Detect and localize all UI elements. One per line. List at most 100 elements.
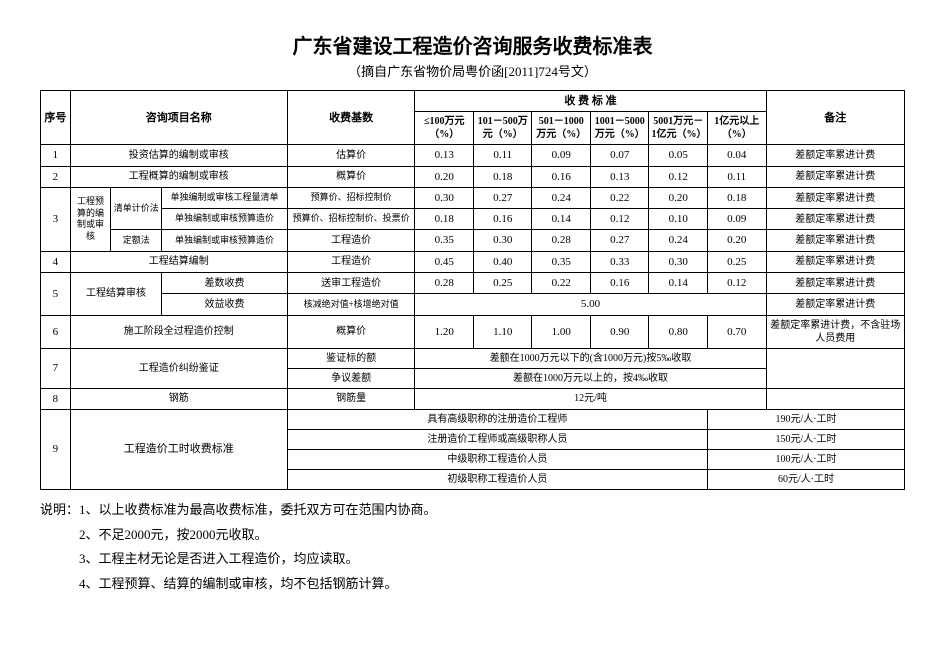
seq: 7 bbox=[41, 348, 71, 388]
note bbox=[766, 388, 904, 409]
fee: 190元/人·工时 bbox=[707, 409, 904, 429]
item-name: 施工阶段全过程造价控制 bbox=[70, 315, 287, 348]
rate: 0.30 bbox=[649, 251, 708, 272]
table-row: 1 投资估算的编制或审核 估算价 0.13 0.11 0.09 0.07 0.0… bbox=[41, 145, 905, 166]
item-name: 工程造价工时收费标准 bbox=[70, 409, 287, 489]
th-seq: 序号 bbox=[41, 91, 71, 145]
rate: 0.70 bbox=[707, 315, 766, 348]
base: 概算价 bbox=[287, 166, 415, 187]
merged-rate: 差额在1000万元以上的，按4‰收取 bbox=[415, 368, 766, 388]
note bbox=[766, 348, 904, 388]
rate: 0.30 bbox=[415, 187, 474, 208]
th-name: 咨询项目名称 bbox=[70, 91, 287, 145]
table-row: 单独编制或审核预算造价 预算价、招标控制价、投票价 0.18 0.16 0.14… bbox=[41, 209, 905, 230]
item-name-c: 单独编制或审核工程量清单 bbox=[162, 187, 288, 208]
rate: 1.20 bbox=[415, 315, 474, 348]
notes: 说明：1、以上收费标准为最高收费标准，委托双方可在范围内协商。 2、不足2000… bbox=[40, 498, 905, 597]
merged-rate: 差额在1000万元以下的(含1000万元)按5‰收取 bbox=[415, 348, 766, 368]
note: 差额定率累进计费 bbox=[766, 273, 904, 294]
note-line: 3、工程主材无论是否进入工程造价，均应读取。 bbox=[40, 547, 905, 572]
role: 具有高级职称的注册造价工程师 bbox=[287, 409, 707, 429]
merged-rate: 5.00 bbox=[415, 294, 766, 315]
note: 差额定率累进计费 bbox=[766, 230, 904, 251]
rate: 0.35 bbox=[532, 251, 591, 272]
rate: 0.24 bbox=[532, 187, 591, 208]
rate: 1.10 bbox=[473, 315, 532, 348]
rate: 0.28 bbox=[532, 230, 591, 251]
rate: 0.12 bbox=[707, 273, 766, 294]
table-row: 6 施工阶段全过程造价控制 概算价 1.20 1.10 1.00 0.90 0.… bbox=[41, 315, 905, 348]
table-row: 2 工程概算的编制或审核 概算价 0.20 0.18 0.16 0.13 0.1… bbox=[41, 166, 905, 187]
rate: 0.28 bbox=[415, 273, 474, 294]
seq: 4 bbox=[41, 251, 71, 272]
item-name-b: 定额法 bbox=[111, 230, 162, 251]
base: 核减绝对值+核增绝对值 bbox=[287, 294, 415, 315]
rate: 0.07 bbox=[590, 145, 649, 166]
role: 初级职称工程造价人员 bbox=[287, 469, 707, 489]
item-name: 工程结算审核 bbox=[70, 273, 161, 316]
rate: 0.24 bbox=[649, 230, 708, 251]
fee: 100元/人·工时 bbox=[707, 449, 904, 469]
th-note: 备注 bbox=[766, 91, 904, 145]
rate: 0.30 bbox=[473, 230, 532, 251]
seq: 6 bbox=[41, 315, 71, 348]
base: 预算价、招标控制价、投票价 bbox=[287, 209, 415, 230]
note: 差额定率累进计费 bbox=[766, 251, 904, 272]
rate: 0.80 bbox=[649, 315, 708, 348]
base: 预算价、招标控制价 bbox=[287, 187, 415, 208]
base: 概算价 bbox=[287, 315, 415, 348]
rate: 0.27 bbox=[473, 187, 532, 208]
seq: 2 bbox=[41, 166, 71, 187]
rate: 0.13 bbox=[415, 145, 474, 166]
base: 争议差额 bbox=[287, 368, 415, 388]
fee-table: 序号 咨询项目名称 收费基数 收 费 标 准 备注 ≤100万元（%） 101－… bbox=[40, 90, 905, 490]
th-rate-0: ≤100万元（%） bbox=[415, 112, 474, 145]
base: 鉴证标的额 bbox=[287, 348, 415, 368]
note: 差额定率累进计费 bbox=[766, 209, 904, 230]
rate: 1.00 bbox=[532, 315, 591, 348]
th-rate-2: 501－1000万元（%） bbox=[532, 112, 591, 145]
base: 工程造价 bbox=[287, 251, 415, 272]
note: 差额定率累进计费 bbox=[766, 145, 904, 166]
th-rate-group: 收 费 标 准 bbox=[415, 91, 766, 112]
th-rate-3: 1001－5000万元（%） bbox=[590, 112, 649, 145]
rate: 0.18 bbox=[415, 209, 474, 230]
rate: 0.20 bbox=[415, 166, 474, 187]
doc-title: 广东省建设工程造价咨询服务收费标准表 bbox=[40, 30, 905, 59]
sub-name: 效益收费 bbox=[162, 294, 288, 315]
item-name-c: 单独编制或审核预算造价 bbox=[162, 230, 288, 251]
doc-subtitle: （摘自广东省物价局粤价函[2011]724号文） bbox=[40, 61, 905, 80]
sub-name: 差数收费 bbox=[162, 273, 288, 294]
note: 差额定率累进计费 bbox=[766, 294, 904, 315]
th-rate-1: 101－500万元（%） bbox=[473, 112, 532, 145]
base: 送审工程造价 bbox=[287, 273, 415, 294]
rate: 0.11 bbox=[473, 145, 532, 166]
rate: 0.16 bbox=[590, 273, 649, 294]
item-name-b: 清单计价法 bbox=[111, 187, 162, 230]
note-line: 2、不足2000元，按2000元收取。 bbox=[40, 523, 905, 548]
rate: 0.33 bbox=[590, 251, 649, 272]
role: 注册造价工程师或高级职称人员 bbox=[287, 429, 707, 449]
rate: 0.35 bbox=[415, 230, 474, 251]
rate: 0.12 bbox=[590, 209, 649, 230]
rate: 0.10 bbox=[649, 209, 708, 230]
table-row: 9 工程造价工时收费标准 具有高级职称的注册造价工程师 190元/人·工时 bbox=[41, 409, 905, 429]
seq: 1 bbox=[41, 145, 71, 166]
item-name-c: 单独编制或审核预算造价 bbox=[162, 209, 288, 230]
note: 差额定率累进计费 bbox=[766, 166, 904, 187]
table-row: 效益收费 核减绝对值+核增绝对值 5.00 差额定率累进计费 bbox=[41, 294, 905, 315]
base: 钢筋量 bbox=[287, 388, 415, 409]
note-line: 4、工程预算、结算的编制或审核，均不包括钢筋计算。 bbox=[40, 572, 905, 597]
item-name: 投资估算的编制或审核 bbox=[70, 145, 287, 166]
rate: 0.16 bbox=[473, 209, 532, 230]
seq: 9 bbox=[41, 409, 71, 489]
seq: 8 bbox=[41, 388, 71, 409]
rate: 0.18 bbox=[707, 187, 766, 208]
rate: 0.20 bbox=[649, 187, 708, 208]
th-rate-5: 1亿元以上（%） bbox=[707, 112, 766, 145]
rate: 0.25 bbox=[707, 251, 766, 272]
note-line: 说明：1、以上收费标准为最高收费标准，委托双方可在范围内协商。 bbox=[40, 498, 905, 523]
rate: 0.20 bbox=[707, 230, 766, 251]
table-row: 3 工程预算的编制或审核 清单计价法 单独编制或审核工程量清单 预算价、招标控制… bbox=[41, 187, 905, 208]
base: 估算价 bbox=[287, 145, 415, 166]
